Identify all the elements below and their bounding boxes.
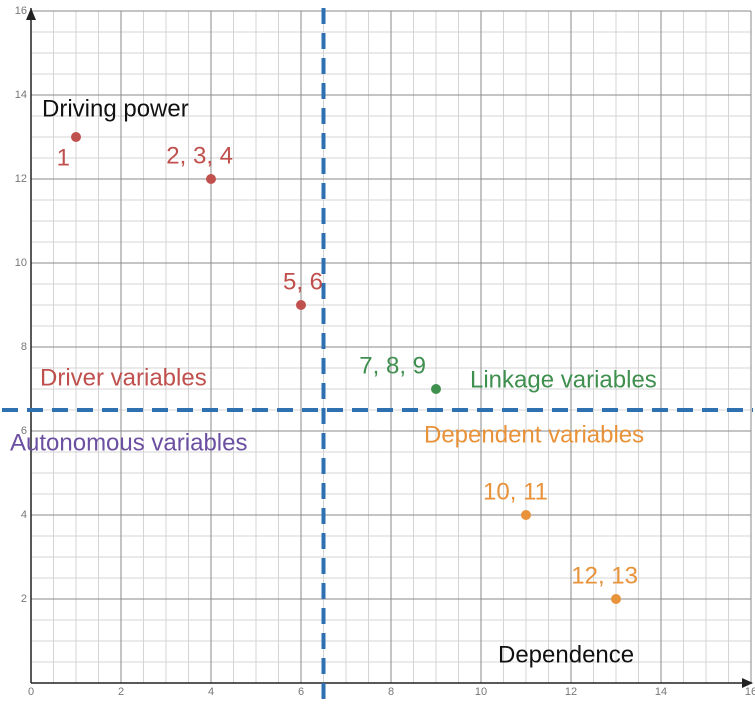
x-tick-label: 8 xyxy=(388,686,394,698)
y-tick-label: 12 xyxy=(15,173,27,185)
quadrant-label: Dependent variables xyxy=(424,421,644,448)
point-label: 1 xyxy=(57,144,70,171)
x-tick-label: 6 xyxy=(298,686,304,698)
point-label: 12, 13 xyxy=(571,562,638,589)
y-tick-label: 10 xyxy=(15,257,27,269)
point-label: 5, 6 xyxy=(283,268,323,295)
point xyxy=(611,594,621,604)
y-tick-label: 4 xyxy=(21,509,27,521)
point-label: 10, 11 xyxy=(483,478,548,505)
quadrant-label: Autonomous variables xyxy=(10,429,247,456)
y-axis-arrow xyxy=(26,8,36,20)
x-tick-label: 2 xyxy=(118,686,124,698)
quadrant-label: Linkage variables xyxy=(470,366,657,393)
x-axis-arrow xyxy=(742,678,753,688)
point-label: 2, 3, 4 xyxy=(166,142,233,169)
quadrant-label: Driver variables xyxy=(40,364,207,391)
point xyxy=(206,174,216,184)
x-tick-label: 4 xyxy=(208,686,214,698)
x-tick-label: 10 xyxy=(475,686,487,698)
x-tick-label: 14 xyxy=(655,686,667,698)
y-tick-label: 16 xyxy=(15,5,27,17)
y-tick-label: 6 xyxy=(21,425,27,437)
y-tick-label: 14 xyxy=(15,89,27,101)
point xyxy=(521,510,531,520)
point xyxy=(296,300,306,310)
x-tick-label: 16 xyxy=(745,686,755,698)
y-tick-label: 8 xyxy=(21,341,27,353)
y-tick-label: 2 xyxy=(21,593,27,605)
x-axis-label: Dependence xyxy=(498,641,634,668)
x-tick-label: 0 xyxy=(28,686,34,698)
point xyxy=(71,132,81,142)
x-tick-label: 12 xyxy=(565,686,577,698)
point xyxy=(431,384,441,394)
grid xyxy=(30,10,752,683)
y-axis-label: Driving power xyxy=(42,95,189,122)
point-label: 7, 8, 9 xyxy=(359,352,426,379)
